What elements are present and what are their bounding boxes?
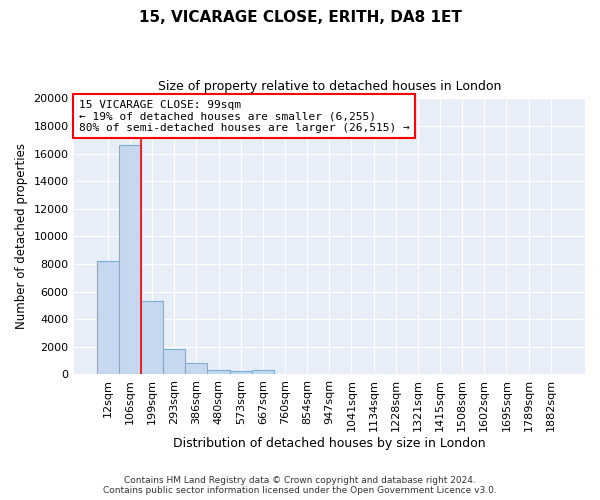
Bar — [185, 364, 208, 374]
Title: Size of property relative to detached houses in London: Size of property relative to detached ho… — [158, 80, 501, 93]
Text: 15, VICARAGE CLOSE, ERITH, DA8 1ET: 15, VICARAGE CLOSE, ERITH, DA8 1ET — [139, 10, 461, 25]
Text: Contains HM Land Registry data © Crown copyright and database right 2024.
Contai: Contains HM Land Registry data © Crown c… — [103, 476, 497, 495]
Bar — [163, 349, 185, 374]
Bar — [208, 370, 230, 374]
Text: 15 VICARAGE CLOSE: 99sqm
← 19% of detached houses are smaller (6,255)
80% of sem: 15 VICARAGE CLOSE: 99sqm ← 19% of detach… — [79, 100, 409, 133]
Bar — [97, 261, 119, 374]
Y-axis label: Number of detached properties: Number of detached properties — [15, 144, 28, 330]
Bar — [252, 370, 274, 374]
Bar — [230, 372, 252, 374]
Bar — [141, 302, 163, 374]
X-axis label: Distribution of detached houses by size in London: Distribution of detached houses by size … — [173, 437, 485, 450]
Bar — [119, 146, 141, 374]
